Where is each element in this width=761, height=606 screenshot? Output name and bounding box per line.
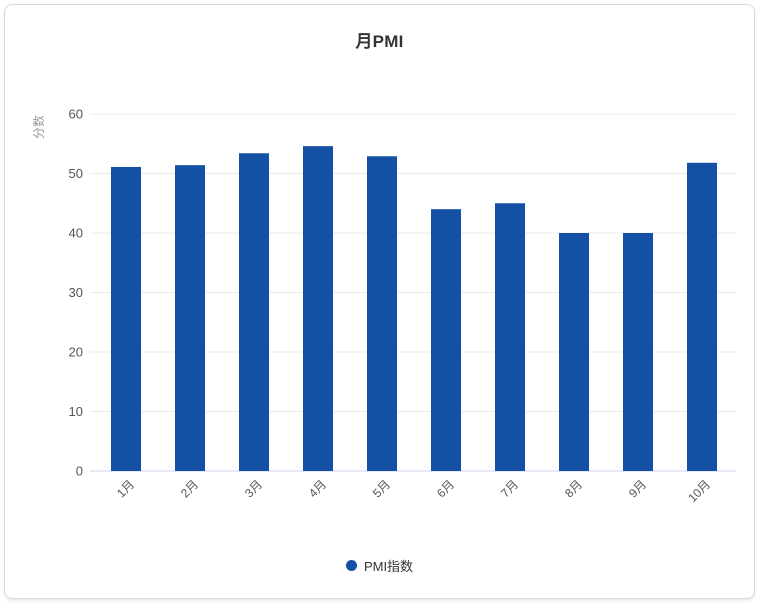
bar-6月 <box>431 209 461 471</box>
x-axis-label: 2月 <box>178 477 201 500</box>
bar-2月 <box>175 165 205 472</box>
y-tick-label: 0 <box>76 464 83 479</box>
legend: PMI指数 <box>5 556 754 575</box>
bar-4月 <box>303 146 333 471</box>
x-axis-label: 10月 <box>685 477 713 505</box>
bar-7月 <box>495 203 525 471</box>
bar-1月 <box>111 166 141 471</box>
y-tick-label: 30 <box>69 285 83 300</box>
legend-marker-icon <box>345 560 357 571</box>
chart-svg: 0 10 20 30 40 50 60 分数 1月 2月 3月 4月 5月 6月 7月 8月 9月 10月 <box>31 107 736 505</box>
y-tick-label: 40 <box>69 226 83 241</box>
x-axis-label: 1月 <box>114 477 137 500</box>
legend-item-pmi[interactable]: PMI指数 <box>345 556 414 575</box>
bar-9月 <box>623 233 653 471</box>
x-axis-label: 7月 <box>498 477 521 500</box>
chart-title: 月PMI <box>355 32 404 51</box>
x-axis-label: 4月 <box>306 477 329 500</box>
y-tick-label: 20 <box>69 345 83 360</box>
x-axis-label: 8月 <box>562 477 585 500</box>
x-axis-label: 9月 <box>626 477 649 500</box>
x-axis-label: 3月 <box>242 477 265 500</box>
bar-8月 <box>559 233 589 471</box>
y-tick-label: 10 <box>69 404 83 419</box>
chart-card: 月PMI 0 10 20 30 40 50 60 分数 1月 2月 3月 4月 5月 6月 7月 8月 9月 10… <box>4 4 755 599</box>
x-axis-label: 6月 <box>434 477 457 500</box>
y-tick-label: 60 <box>69 107 83 122</box>
bar-10月 <box>687 162 717 472</box>
y-axis-title: 分数 <box>31 115 46 139</box>
y-tick-label: 50 <box>69 166 83 181</box>
bar-3月 <box>239 153 269 471</box>
legend-label: PMI指数 <box>363 559 414 574</box>
x-axis-label: 5月 <box>370 477 393 500</box>
bar-5月 <box>367 156 397 471</box>
